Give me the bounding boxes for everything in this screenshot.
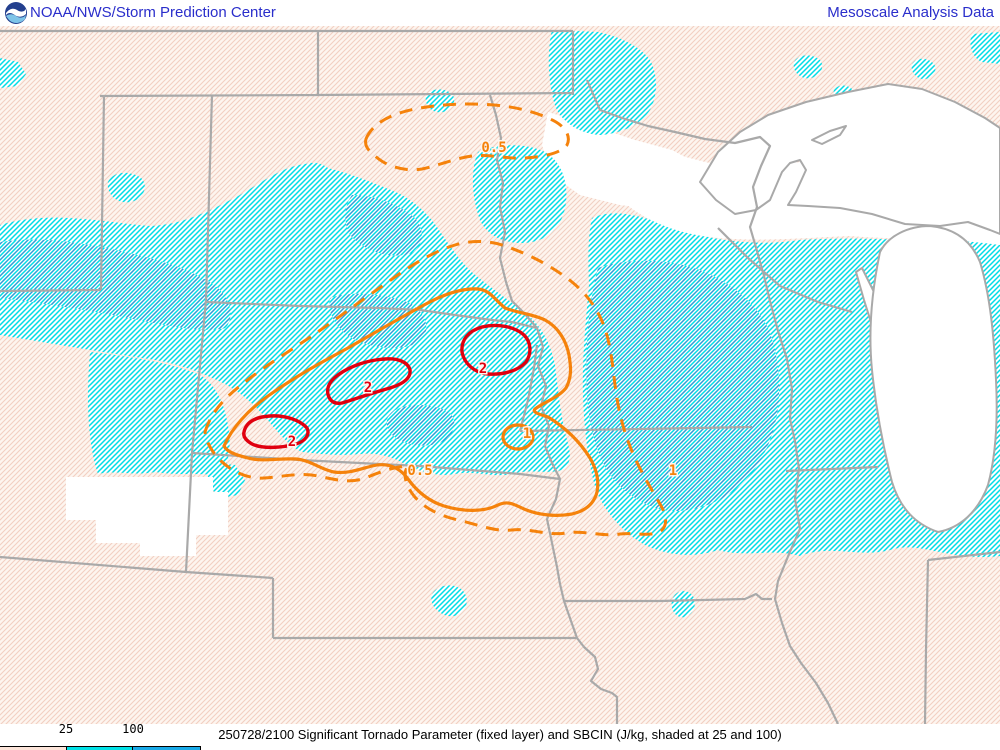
map-caption: 250728/2100 Significant Tornado Paramete… xyxy=(218,727,782,742)
isle-royale xyxy=(811,125,847,145)
contour-label-0p5-south: 0.5 xyxy=(407,463,432,479)
header-right-label: Mesoscale Analysis Data xyxy=(827,4,994,21)
stp-contour-0p5 xyxy=(203,102,668,537)
lake-superior xyxy=(699,83,1000,235)
contour-label-2-west: 2 xyxy=(288,434,296,450)
stp-contour-2 xyxy=(242,323,532,450)
legend-colorbar xyxy=(0,746,201,750)
noaa-logo xyxy=(5,2,27,24)
contour-label-1-west: 1 xyxy=(523,426,531,442)
legend-segment-high xyxy=(133,747,201,750)
state-borders xyxy=(0,29,1000,725)
contour-label-0p5-north: 0.5 xyxy=(481,140,506,156)
legend-segment-mid xyxy=(66,747,133,750)
stp-contour-1 xyxy=(222,287,600,517)
great-lakes xyxy=(699,83,1000,533)
header-title: NOAA/NWS/Storm Prediction Center xyxy=(30,4,276,21)
header-bar: NOAA/NWS/Storm Prediction Center Mesosca… xyxy=(0,0,1000,26)
sbcin-shading-100 xyxy=(0,195,780,512)
contour-label-2-east: 2 xyxy=(479,361,487,377)
legend-tick-100: 100 xyxy=(122,722,144,736)
river-borders xyxy=(205,79,853,725)
contour-label-2-middle: 2 xyxy=(364,380,372,396)
lake-michigan xyxy=(869,225,998,533)
legend-segment-low xyxy=(0,747,66,750)
contour-labels: 0.5 0.5 1 1 2 2 2 xyxy=(286,139,678,481)
legend-ticks: 25 100 xyxy=(0,722,205,736)
footer-bar: 250728/2100 Significant Tornado Paramete… xyxy=(0,724,1000,750)
legend-tick-25: 25 xyxy=(58,722,74,736)
contour-label-1-east: 1 xyxy=(669,463,677,479)
sbcin-legend: 25 100 xyxy=(0,722,205,750)
